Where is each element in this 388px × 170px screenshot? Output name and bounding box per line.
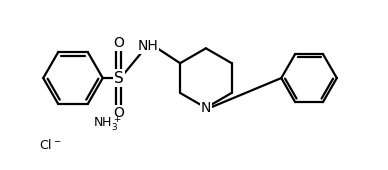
Text: O: O [113,36,124,50]
Text: O: O [113,106,124,120]
Text: S: S [114,71,123,86]
Text: N: N [201,101,211,115]
Text: Cl$^-$: Cl$^-$ [39,138,62,151]
Text: NH: NH [138,39,159,53]
Text: NH$_3^+$: NH$_3^+$ [93,114,121,133]
